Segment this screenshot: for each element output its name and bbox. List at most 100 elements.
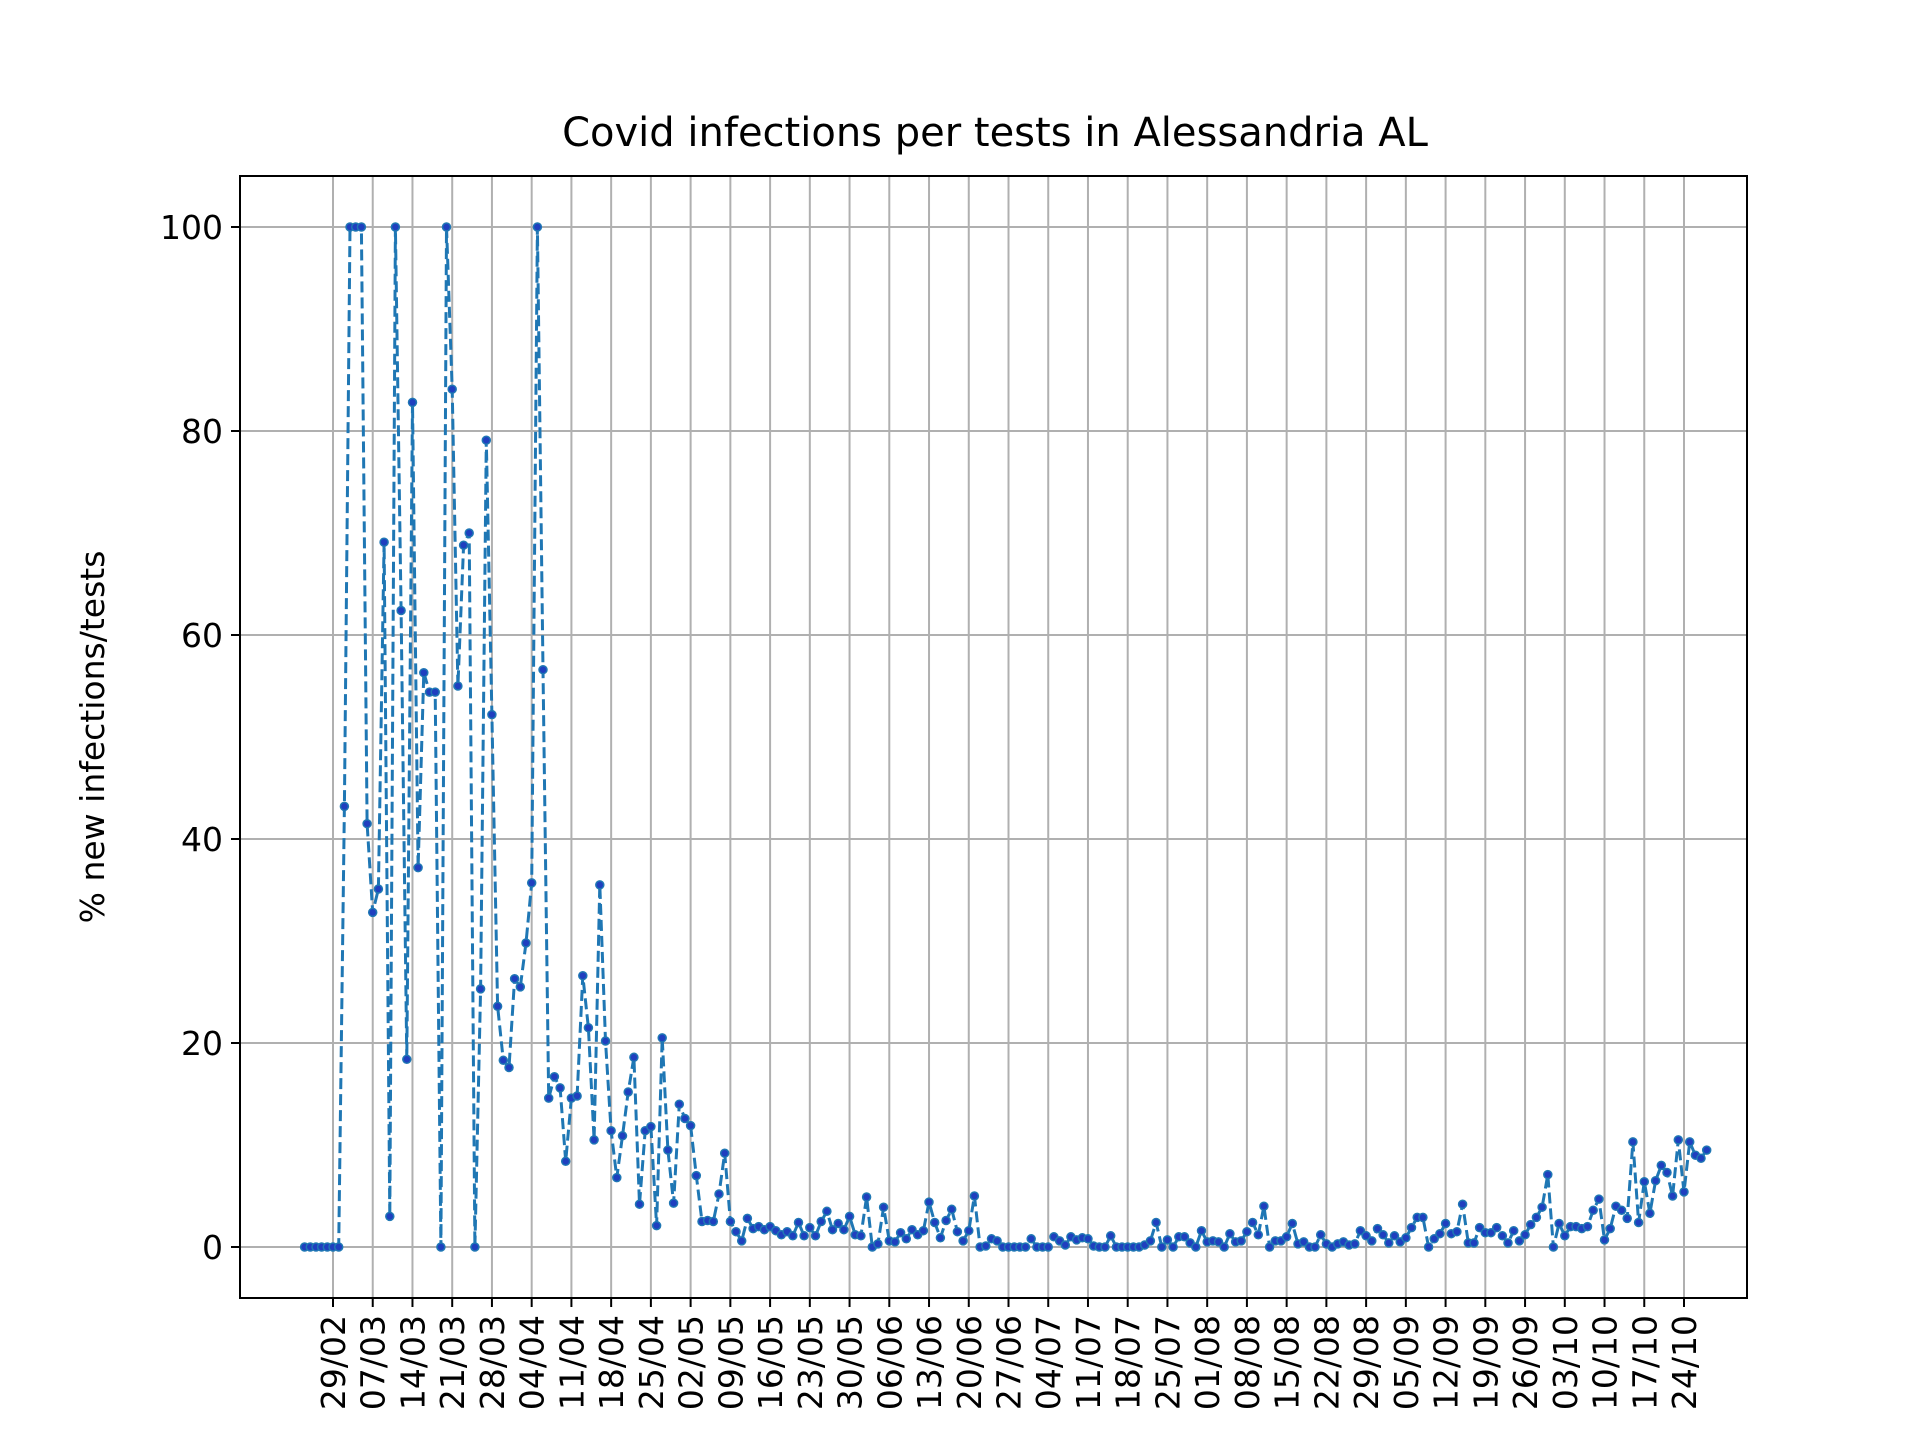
data-point xyxy=(475,984,486,994)
data-point xyxy=(941,1215,951,1226)
data-point xyxy=(1679,1187,1689,1197)
data-point xyxy=(1372,1223,1383,1234)
data-point xyxy=(822,1206,832,1217)
data-point xyxy=(1594,1194,1604,1204)
data-point xyxy=(1514,1236,1525,1246)
data-point xyxy=(1236,1236,1246,1246)
data-point xyxy=(685,1120,696,1131)
x-tick-label: 04/07 xyxy=(1029,1315,1068,1410)
data-point xyxy=(827,1224,838,1235)
data-point xyxy=(1259,1201,1269,1211)
data-point xyxy=(1083,1234,1093,1244)
data-point xyxy=(1060,1240,1071,1250)
x-tick-label: 27/06 xyxy=(990,1315,1029,1410)
data-point xyxy=(419,667,429,678)
data-point xyxy=(1469,1238,1479,1248)
data-point xyxy=(1650,1175,1661,1186)
data-point xyxy=(1242,1226,1252,1237)
data-point xyxy=(436,1242,446,1252)
data-point xyxy=(1367,1236,1377,1246)
data-point xyxy=(878,1202,889,1212)
data-point xyxy=(1253,1230,1264,1240)
data-point xyxy=(543,1093,554,1103)
data-point xyxy=(1247,1217,1258,1228)
data-point xyxy=(890,1237,900,1247)
x-tick-label: 21/03 xyxy=(433,1315,472,1410)
data-point xyxy=(907,1224,917,1235)
x-tick-label: 20/06 xyxy=(950,1315,989,1410)
data-point xyxy=(1548,1242,1559,1252)
data-point xyxy=(861,1192,872,1202)
data-point xyxy=(498,1055,509,1066)
data-point xyxy=(788,1231,798,1241)
data-point xyxy=(1599,1235,1610,1245)
data-point xyxy=(362,818,372,829)
data-point xyxy=(595,880,605,890)
x-tick-label: 04/04 xyxy=(513,1315,552,1410)
data-point xyxy=(1157,1242,1167,1252)
data-point xyxy=(680,1113,690,1124)
data-point xyxy=(367,907,378,918)
data-point xyxy=(606,1125,616,1136)
data-point xyxy=(691,1170,702,1181)
data-point xyxy=(560,1156,571,1167)
data-point xyxy=(1225,1228,1235,1239)
data-point xyxy=(509,973,520,984)
y-tick-label: 0 xyxy=(202,1228,223,1267)
data-point xyxy=(447,384,457,394)
x-tick-label: 24/10 xyxy=(1665,1315,1704,1410)
data-point xyxy=(1435,1228,1445,1239)
data-point xyxy=(1497,1231,1508,1241)
data-point xyxy=(657,1033,667,1043)
x-tick-label: 02/05 xyxy=(672,1315,711,1410)
x-tick-label: 18/04 xyxy=(592,1315,631,1410)
data-point xyxy=(646,1121,656,1132)
data-point xyxy=(453,681,463,691)
data-point xyxy=(492,1001,503,1012)
data-point xyxy=(617,1131,628,1141)
grid xyxy=(240,176,1747,1298)
data-point xyxy=(969,1191,980,1201)
data-point xyxy=(504,1062,514,1073)
data-point xyxy=(663,1145,673,1155)
data-point xyxy=(901,1234,912,1244)
x-tick-label: 01/08 xyxy=(1188,1315,1227,1410)
data-point xyxy=(1474,1222,1485,1233)
data-point xyxy=(1026,1234,1036,1244)
data-point xyxy=(526,878,537,888)
y-tick-label: 80 xyxy=(181,412,223,451)
data-point xyxy=(1622,1213,1632,1224)
data-point xyxy=(1656,1160,1667,1171)
x-tick-label: 25/04 xyxy=(632,1315,671,1410)
data-point xyxy=(856,1231,866,1241)
data-point xyxy=(634,1199,645,1209)
data-point xyxy=(578,970,588,981)
data-point xyxy=(1440,1218,1451,1229)
data-point xyxy=(1673,1135,1684,1145)
data-point xyxy=(458,540,469,550)
data-point xyxy=(470,1242,480,1252)
data-point xyxy=(1355,1225,1366,1236)
data-point xyxy=(1520,1230,1530,1240)
x-tick-label: 29/08 xyxy=(1347,1315,1386,1410)
data-point xyxy=(1633,1217,1644,1228)
x-tick-label: 09/05 xyxy=(711,1315,750,1410)
data-point xyxy=(1281,1232,1292,1242)
data-point xyxy=(651,1220,662,1231)
data-point xyxy=(1043,1242,1053,1252)
x-tick-label: 30/05 xyxy=(831,1315,870,1410)
data-point xyxy=(600,1036,611,1046)
data-point xyxy=(521,938,531,948)
data-point xyxy=(1645,1208,1655,1219)
data-point xyxy=(793,1217,804,1228)
data-point xyxy=(736,1236,747,1246)
data-point xyxy=(407,397,418,408)
data-point xyxy=(487,709,497,720)
data-point xyxy=(583,1022,594,1033)
x-tick-label: 11/07 xyxy=(1069,1315,1108,1410)
data-point xyxy=(946,1204,957,1215)
x-tick-label: 03/10 xyxy=(1546,1315,1585,1410)
x-tick-label: 13/06 xyxy=(910,1315,949,1410)
